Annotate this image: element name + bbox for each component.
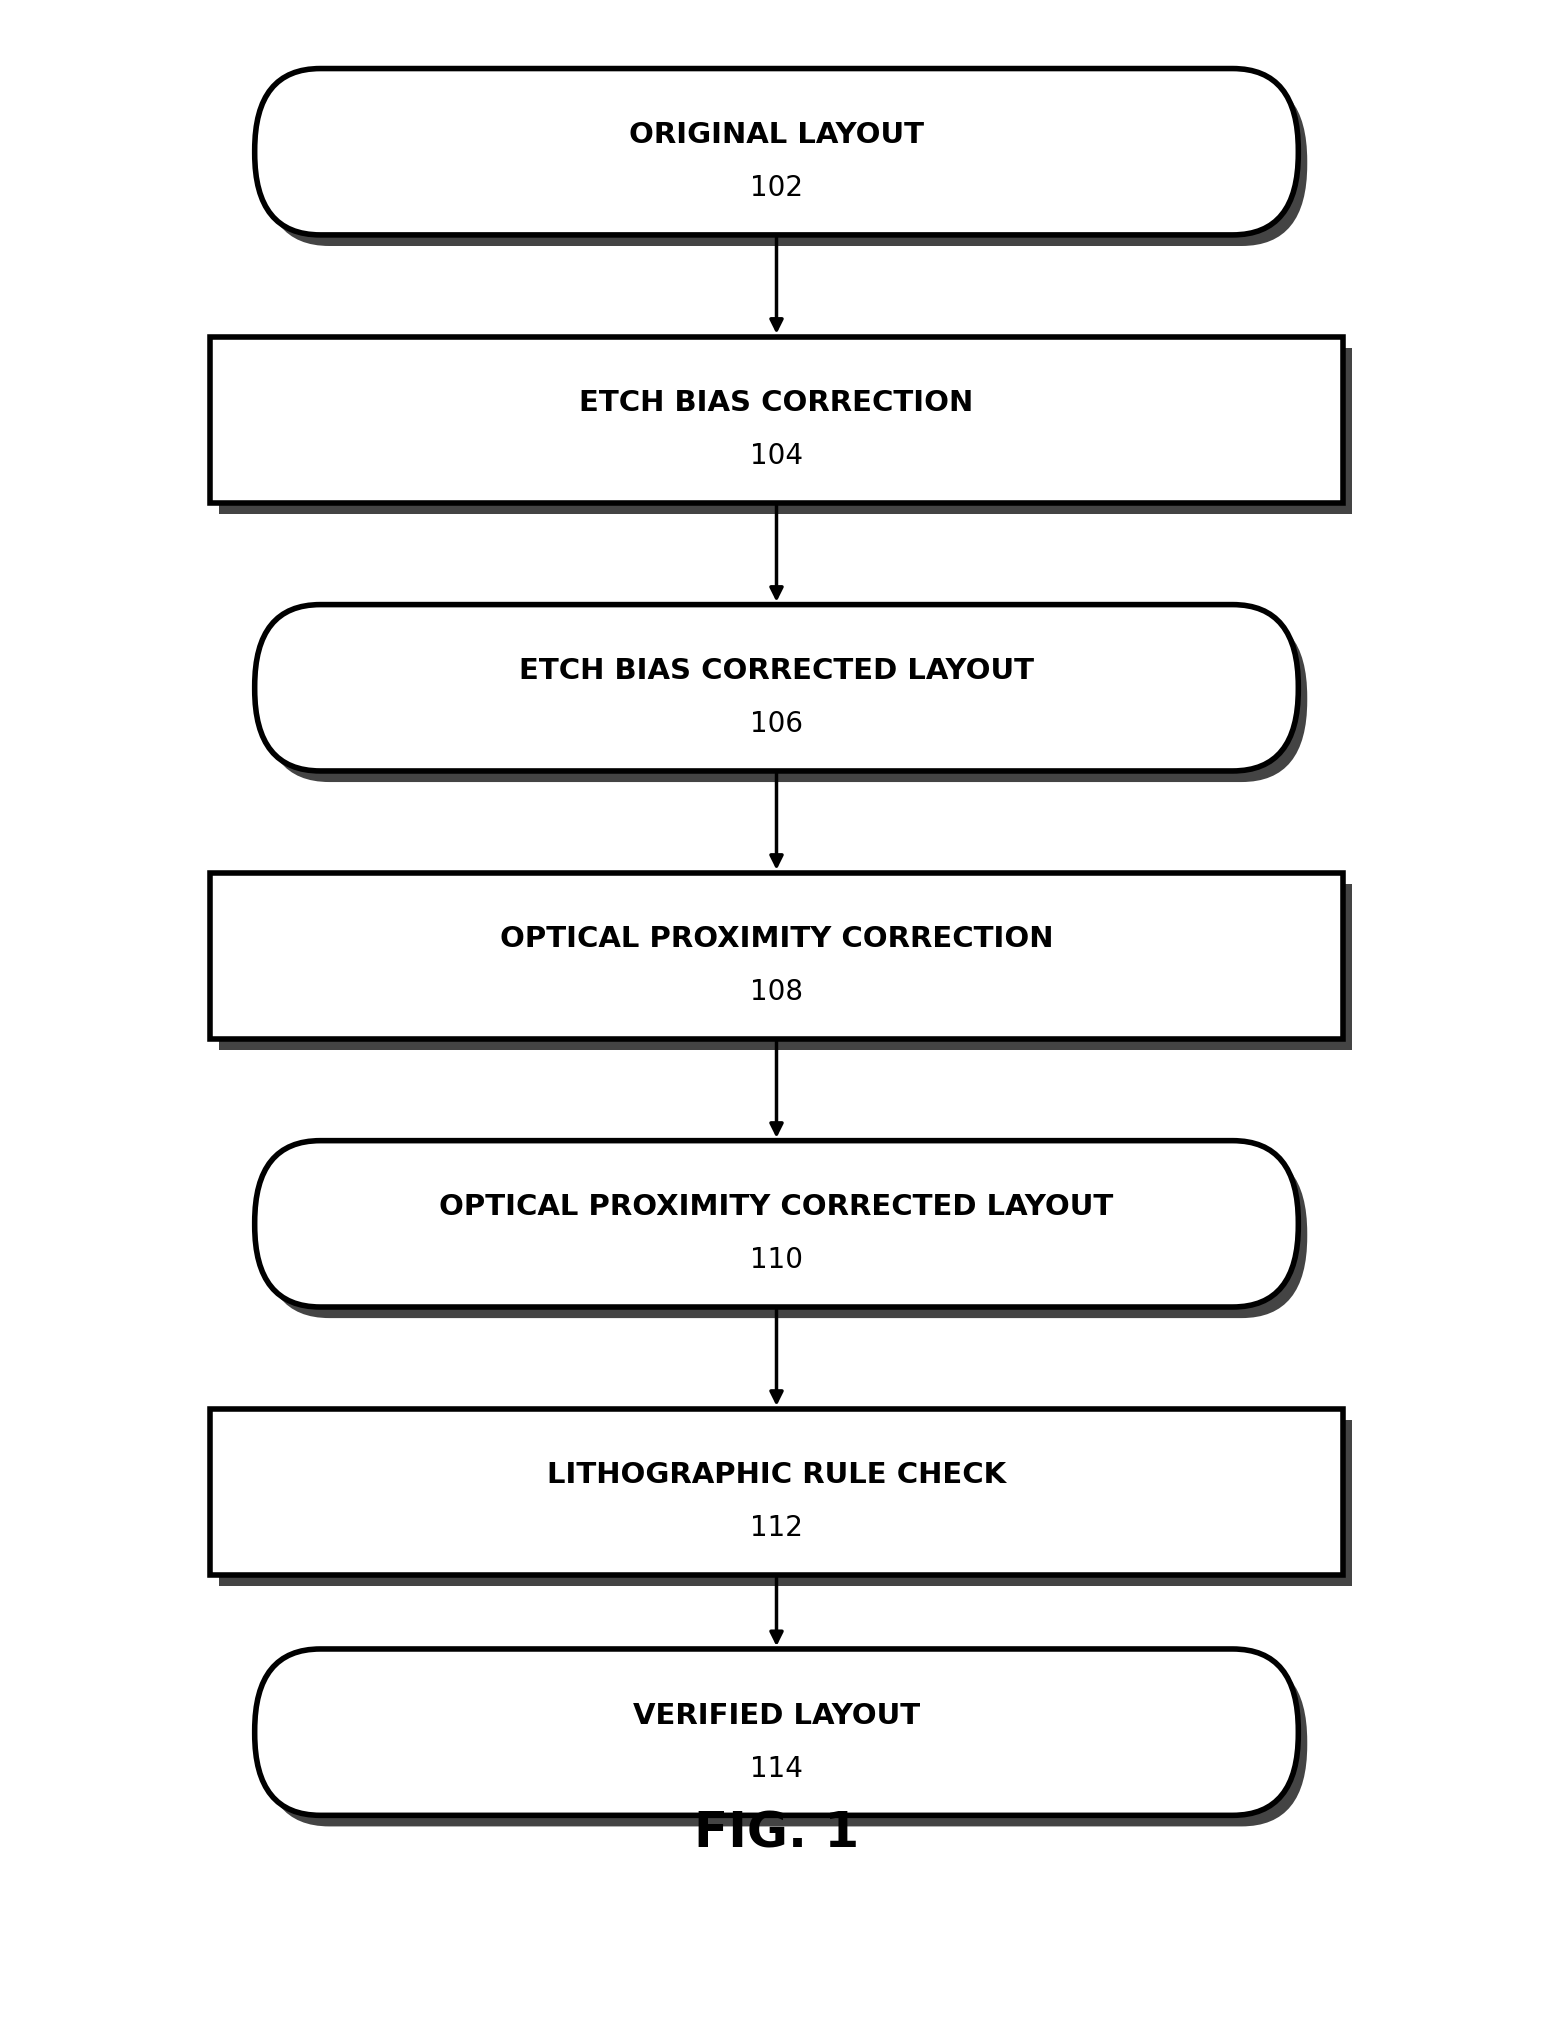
FancyBboxPatch shape <box>264 616 1308 782</box>
FancyBboxPatch shape <box>264 1659 1308 1827</box>
Text: OPTICAL PROXIMITY CORRECTED LAYOUT: OPTICAL PROXIMITY CORRECTED LAYOUT <box>439 1194 1114 1221</box>
FancyBboxPatch shape <box>219 1421 1353 1586</box>
FancyBboxPatch shape <box>210 1408 1343 1576</box>
FancyBboxPatch shape <box>255 69 1298 235</box>
Text: 104: 104 <box>750 443 803 469</box>
Text: 102: 102 <box>750 173 803 202</box>
Text: ETCH BIAS CORRECTION: ETCH BIAS CORRECTION <box>579 390 974 416</box>
Text: 108: 108 <box>750 978 803 1006</box>
FancyBboxPatch shape <box>264 80 1308 247</box>
Text: 106: 106 <box>750 710 803 739</box>
Text: 112: 112 <box>750 1514 803 1543</box>
Text: 114: 114 <box>750 1755 803 1782</box>
Text: 110: 110 <box>750 1247 803 1274</box>
FancyBboxPatch shape <box>255 1649 1298 1814</box>
Text: ETCH BIAS CORRECTED LAYOUT: ETCH BIAS CORRECTED LAYOUT <box>519 657 1034 686</box>
FancyBboxPatch shape <box>219 884 1353 1049</box>
FancyBboxPatch shape <box>210 337 1343 502</box>
Text: OPTICAL PROXIMITY CORRECTION: OPTICAL PROXIMITY CORRECTION <box>500 925 1053 953</box>
Text: VERIFIED LAYOUT: VERIFIED LAYOUT <box>634 1702 919 1729</box>
FancyBboxPatch shape <box>210 874 1343 1039</box>
FancyBboxPatch shape <box>264 1151 1308 1318</box>
Text: ORIGINAL LAYOUT: ORIGINAL LAYOUT <box>629 120 924 149</box>
FancyBboxPatch shape <box>219 347 1353 514</box>
FancyBboxPatch shape <box>255 1141 1298 1306</box>
FancyBboxPatch shape <box>255 604 1298 771</box>
Text: LITHOGRAPHIC RULE CHECK: LITHOGRAPHIC RULE CHECK <box>547 1461 1006 1490</box>
Text: FIG. 1: FIG. 1 <box>694 1810 859 1857</box>
